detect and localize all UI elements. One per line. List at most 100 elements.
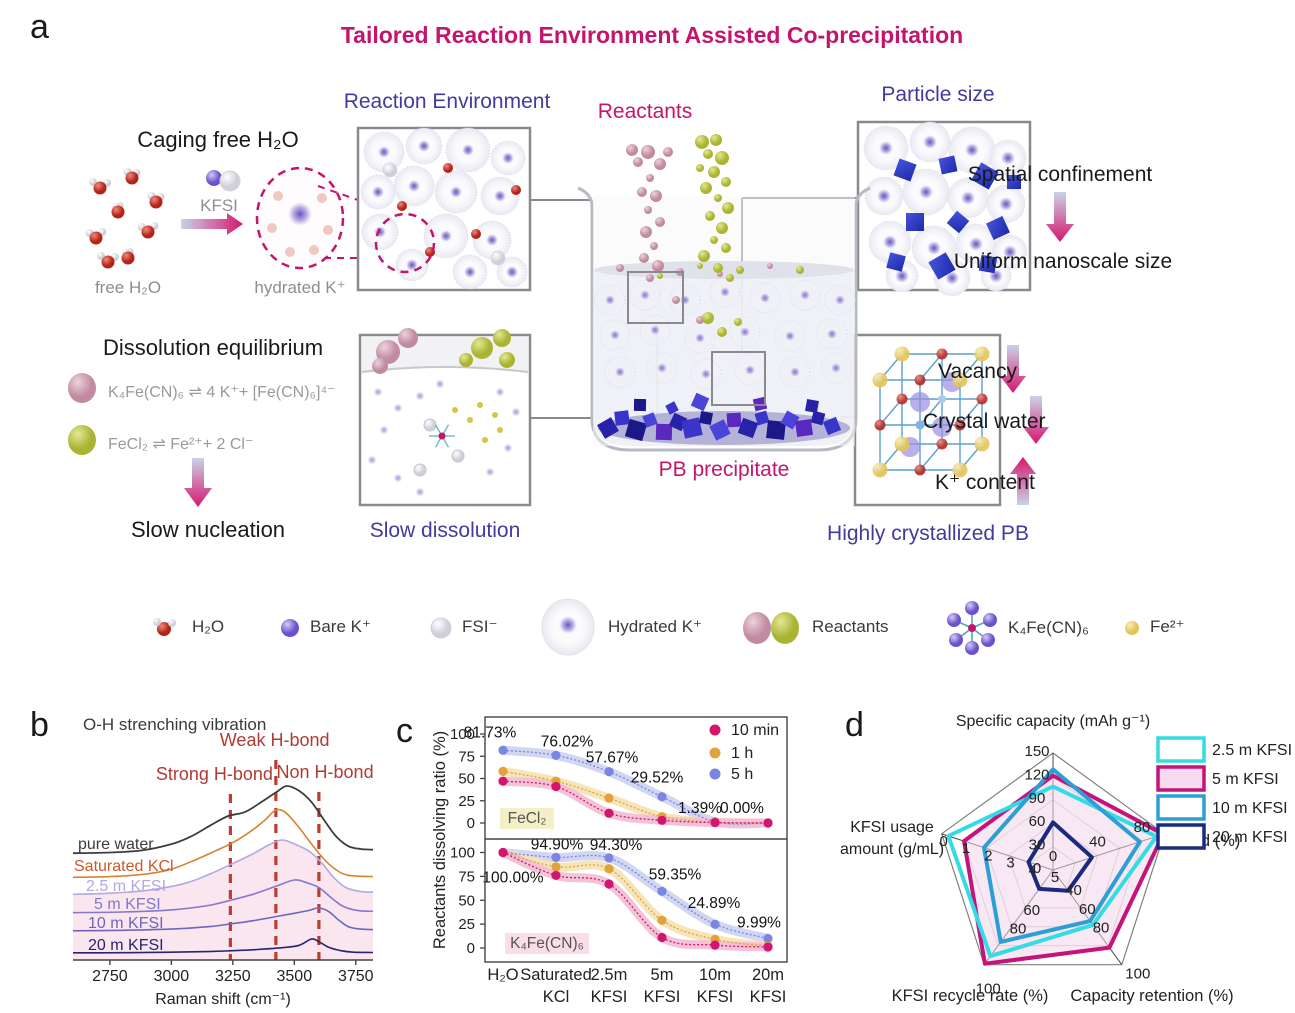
svg-text:10 min: 10 min [731, 722, 779, 739]
legend-label: Reactants [812, 617, 889, 636]
slow-nucleation-label: Slow nucleation [130, 517, 286, 542]
svg-text:57.67%: 57.67% [586, 750, 639, 767]
svg-text:2.5 m KFSI: 2.5 m KFSI [1212, 742, 1292, 759]
svg-text:5 m KFSI: 5 m KFSI [1212, 771, 1279, 788]
svg-text:0: 0 [1033, 860, 1041, 877]
svg-text:100: 100 [1125, 966, 1150, 983]
schematic-illustration [68, 120, 1074, 507]
svg-text:amount (g/mL): amount (g/mL) [840, 841, 944, 858]
svg-text:100: 100 [450, 845, 475, 862]
svg-text:100: 100 [450, 726, 475, 743]
caging-free-h2o-label: Caging free H₂O [137, 127, 299, 152]
svg-text:10m: 10m [699, 966, 731, 984]
svg-text:KFSI: KFSI [644, 988, 681, 1006]
svg-text:1.39%: 1.39% [678, 800, 722, 817]
legend-item-reactants: Reactants [740, 600, 889, 654]
legend-label: H₂O [192, 617, 225, 636]
legend-label: K₄Fe(CN)₆ [1008, 618, 1089, 637]
fe2-icon [1125, 621, 1139, 635]
k4fecn6-icon [947, 601, 997, 655]
svg-text:60: 60 [1029, 813, 1046, 830]
svg-text:KFSI recycle rate (%): KFSI recycle rate (%) [892, 987, 1049, 1005]
svg-text:5: 5 [1051, 869, 1059, 886]
svg-text:4: 4 [1029, 862, 1037, 879]
panel-d-letter: d [845, 706, 864, 744]
kfsi-label: KFSI [200, 196, 238, 215]
svg-text:20 m KFSI: 20 m KFSI [1212, 829, 1288, 846]
svg-text:94.30%: 94.30% [590, 837, 643, 854]
svg-text:20m: 20m [752, 966, 784, 984]
svg-text:40: 40 [1089, 834, 1106, 851]
svg-text:0: 0 [467, 940, 475, 957]
panel-a-letter: a [30, 8, 49, 46]
svg-text:120: 120 [1024, 766, 1049, 783]
svg-text:FeCl₂: FeCl₂ [508, 810, 547, 827]
svg-text:Saturated: Saturated [520, 966, 592, 984]
panel-c-letter: c [396, 712, 413, 750]
svg-text:9.99%: 9.99% [737, 914, 781, 931]
legend-item-h2o: H₂O [150, 612, 224, 642]
water-molecule-icon [153, 618, 176, 636]
svg-text:94.90%: 94.90% [531, 836, 584, 853]
legend-item-k4fecn6: K₄Fe(CN)₆ [944, 600, 1089, 656]
legend-label: Hydrated K⁺ [608, 617, 703, 636]
uniform-nanoscale-label: Uniform nanoscale size [953, 250, 1173, 273]
panel-b-letter: b [30, 706, 49, 744]
svg-text:Saturated KCl: Saturated KCl [74, 858, 174, 875]
svg-text:KCl: KCl [543, 988, 570, 1006]
svg-text:3000: 3000 [154, 968, 190, 985]
svg-text:Reactants dissolving ratio (%): Reactants dissolving ratio (%) [431, 731, 449, 949]
free-h2o-label: free H₂O [94, 278, 162, 297]
svg-text:0.00%: 0.00% [720, 800, 764, 817]
svg-text:2: 2 [984, 847, 992, 864]
svg-text:30: 30 [1029, 837, 1046, 854]
equation-fecl2: FeCl₂ ⇌ Fe²⁺+ 2 Cl⁻ [108, 436, 254, 453]
k-content-label: K⁺ content [935, 471, 1035, 494]
svg-text:20 m KFSI: 20 m KFSI [88, 937, 164, 954]
svg-text:pure water: pure water [78, 836, 154, 853]
svg-text:5m: 5m [651, 966, 674, 984]
svg-text:Non H-bond: Non H-bond [277, 762, 374, 782]
fsi-icon [430, 617, 452, 639]
svg-text:59.35%: 59.35% [649, 866, 702, 883]
dissolving-ratio-chart: 81.73% 76.02%57.67% 29.52% 1.39%0.00% 100.00… [431, 716, 788, 1006]
svg-text:40: 40 [1065, 882, 1082, 899]
svg-text:2750: 2750 [92, 968, 128, 985]
highly-crystallized-pb-label: Highly crystallized PB [827, 522, 1029, 545]
svg-text:KFSI: KFSI [750, 988, 787, 1006]
svg-text:5 m KFSI: 5 m KFSI [94, 896, 161, 913]
svg-text:76.02%: 76.02% [541, 733, 594, 750]
svg-text:KFSI usage: KFSI usage [850, 819, 934, 836]
svg-text:K₄Fe(CN)₆: K₄Fe(CN)₆ [510, 935, 584, 952]
svg-text:60: 60 [1079, 901, 1096, 918]
reactants-label: Reactants [597, 100, 693, 123]
svg-text:Raman shift (cm⁻¹): Raman shift (cm⁻¹) [155, 991, 291, 1008]
svg-text:60: 60 [1023, 902, 1040, 919]
svg-text:Specific capacity (mAh g⁻¹): Specific capacity (mAh g⁻¹) [956, 713, 1150, 730]
reaction-environment-label: Reaction Environment [343, 90, 551, 113]
svg-text:Capacity retention (%): Capacity retention (%) [1070, 987, 1233, 1005]
legend-item-hydrated-k: Hydrated K⁺ [536, 596, 702, 658]
bare-k-icon [281, 619, 299, 637]
legend-item-fsi: FSI⁻ [428, 612, 497, 642]
legend-item-bare-k: Bare K⁺ [278, 612, 371, 642]
figure-title: Tailored Reaction Environment Assisted C… [340, 22, 964, 48]
legend-label: Fe²⁺ [1150, 617, 1185, 636]
svg-text:50: 50 [458, 771, 475, 788]
crystal-water-label: Crystal water [923, 410, 1046, 433]
svg-text:3500: 3500 [277, 968, 313, 985]
svg-text:100.00%: 100.00% [482, 870, 543, 887]
svg-text:H₂O: H₂O [487, 966, 518, 984]
svg-text:10 m KFSI: 10 m KFSI [1212, 800, 1288, 817]
svg-text:0: 0 [1049, 848, 1057, 865]
dissolution-equilibrium-label: Dissolution equilibrium [102, 335, 324, 360]
pb-precipitate-label: PB precipitate [658, 458, 790, 481]
svg-text:80: 80 [1093, 920, 1110, 937]
svg-text:25: 25 [458, 793, 475, 810]
legend-label: Bare K⁺ [310, 617, 371, 636]
svg-text:2.5 m KFSI: 2.5 m KFSI [86, 878, 166, 895]
vacancy-label: Vacancy [938, 360, 1017, 383]
